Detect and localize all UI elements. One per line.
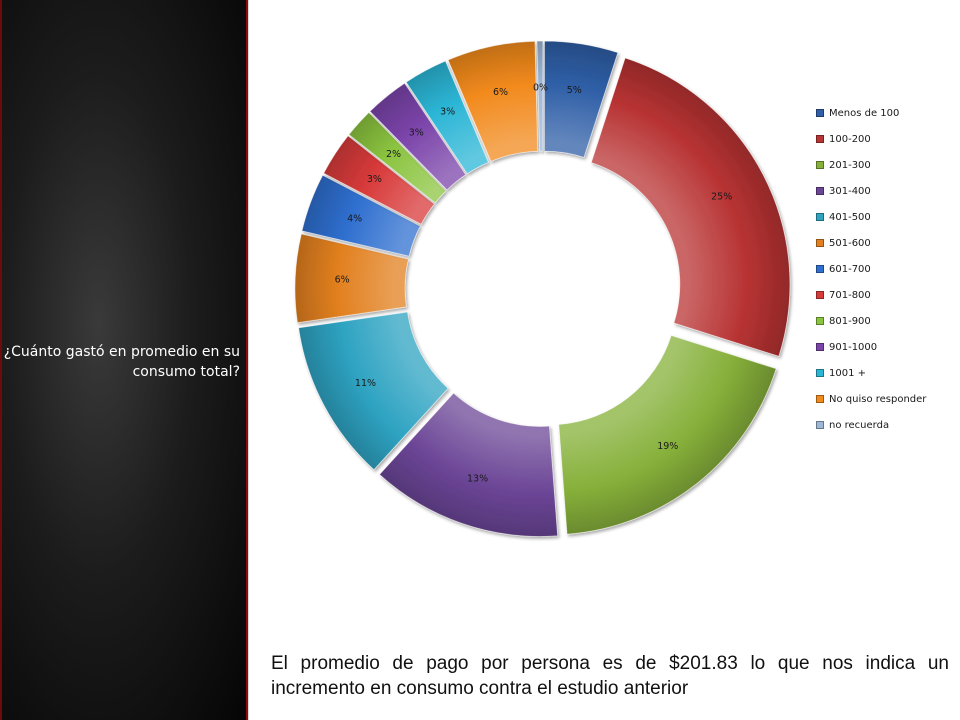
- question-text: ¿Cuánto gastó en promedio en su consumo …: [3, 344, 240, 380]
- legend-label: 601-700: [829, 263, 871, 275]
- legend-label: 201-300: [829, 159, 871, 171]
- legend-swatch: [816, 213, 824, 221]
- legend-item: 501-600: [816, 230, 956, 256]
- legend-swatch: [816, 343, 824, 351]
- legend-swatch: [816, 317, 824, 325]
- slice-no-quiso-responder: [447, 40, 539, 162]
- legend-label: Menos de 100: [829, 107, 900, 119]
- legend-label: No quiso responder: [829, 393, 927, 405]
- legend-label: 801-900: [829, 315, 871, 327]
- legend-label: 1001 +: [829, 367, 867, 379]
- slice-801-900: [348, 111, 447, 204]
- slice-label: 5%: [567, 85, 582, 96]
- legend-swatch: [816, 239, 824, 247]
- legend-item: no recuerda: [816, 412, 956, 438]
- legend-label: 701-800: [829, 289, 871, 301]
- slice-label: 4%: [347, 213, 362, 224]
- legend-item: 801-900: [816, 308, 956, 334]
- slice-501-600: [294, 233, 409, 324]
- slice-label: 3%: [440, 107, 455, 118]
- slice-401-500: [298, 311, 449, 471]
- legend-swatch: [816, 265, 824, 273]
- legend-item: 201-300: [816, 152, 956, 178]
- legend-label: 501-600: [829, 237, 871, 249]
- slice-301-400: [378, 392, 559, 537]
- sidebar-divider: [248, 0, 249, 720]
- slice-label: 3%: [367, 174, 382, 185]
- conclusion-text: El promedio de pago por persona es de $2…: [271, 653, 949, 699]
- slice-no-recuerda: [536, 40, 544, 152]
- legend-swatch: [816, 291, 824, 299]
- slice-201-300: [558, 334, 777, 535]
- legend-label: 301-400: [829, 185, 871, 197]
- legend-swatch: [816, 187, 824, 195]
- legend-label: 401-500: [829, 211, 871, 223]
- sidebar-right-border: [246, 0, 248, 720]
- chart-legend: Menos de 100 100-200 201-300 301-400 401-500…: [816, 100, 956, 438]
- doughnut-chart: 5% 25% 19% 13% 11% 6% 4% 3% 2% 3% 3% 6% 0% Menos de …: [290, 40, 950, 560]
- slice-label: 25%: [711, 191, 732, 202]
- legend-swatch: [816, 421, 824, 429]
- legend-item: Menos de 100: [816, 100, 956, 126]
- legend-swatch: [816, 161, 824, 169]
- legend-swatch: [816, 135, 824, 143]
- legend-swatch: [816, 109, 824, 117]
- legend-item: 1001 +: [816, 360, 956, 386]
- slice-label: 11%: [355, 378, 376, 389]
- slice-label: 6%: [335, 275, 350, 286]
- legend-item: 401-500: [816, 204, 956, 230]
- doughnut-chart-svg: 5% 25% 19% 13% 11% 6% 4% 3% 2% 3% 3% 6% 0%: [294, 40, 791, 537]
- sidebar-panel: [0, 0, 246, 720]
- legend-item: No quiso responder: [816, 386, 956, 412]
- legend-item: 901-1000: [816, 334, 956, 360]
- slice-601-700: [301, 174, 421, 257]
- legend-label: 901-1000: [829, 341, 878, 353]
- legend-item: 701-800: [816, 282, 956, 308]
- legend-swatch: [816, 395, 824, 403]
- slice-701-800: [323, 135, 435, 225]
- slice-label: 2%: [386, 149, 401, 160]
- legend-item: 301-400: [816, 178, 956, 204]
- slice-label: 3%: [409, 127, 424, 138]
- legend-label: 100-200: [829, 133, 871, 145]
- slice-901-1000: [369, 82, 467, 191]
- legend-item: 601-700: [816, 256, 956, 282]
- legend-item: 100-200: [816, 126, 956, 152]
- slice-label: 19%: [657, 441, 678, 452]
- slice-label: 6%: [493, 87, 508, 98]
- slice-100-200: [590, 57, 791, 357]
- slice-label: 13%: [467, 474, 488, 485]
- legend-swatch: [816, 369, 824, 377]
- legend-label: no recuerda: [829, 419, 890, 431]
- slice-label: 0%: [533, 83, 548, 94]
- sidebar-left-border: [0, 0, 2, 720]
- slice-1001: [405, 60, 489, 175]
- slice-menos-de-100: [544, 40, 619, 158]
